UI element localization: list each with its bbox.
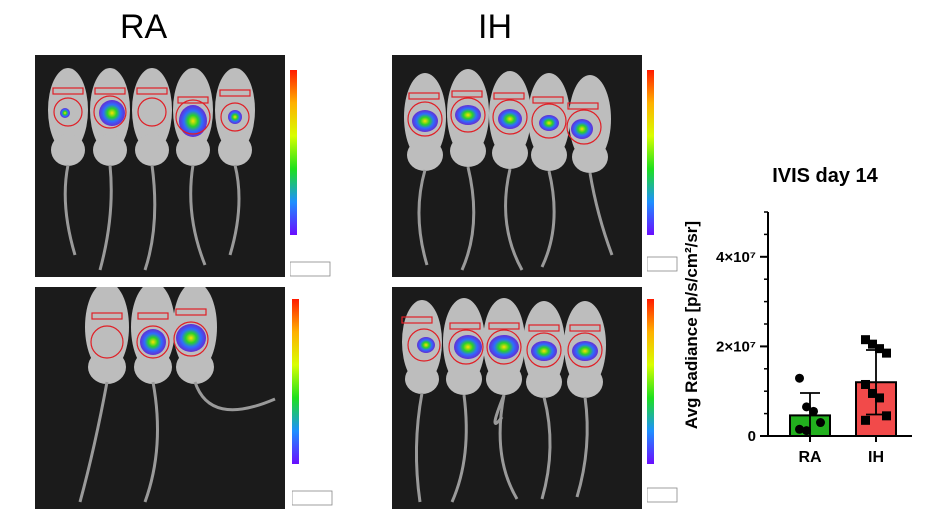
point-ih (882, 411, 891, 421)
point-ih (861, 415, 870, 425)
y-tick-label: 4×10⁷ (716, 249, 756, 266)
bar-chart: 0 2×10⁷ 4×10⁷ RA IH (716, 211, 912, 466)
ih-top-image (392, 55, 642, 277)
point-ra (802, 402, 811, 412)
point-ih (875, 344, 884, 354)
ih-top-color-scale (647, 70, 678, 272)
ra-bottom-image (35, 287, 285, 509)
point-ih (861, 335, 870, 345)
ra-top-image (35, 55, 285, 277)
y-tick-label: 0 (748, 428, 756, 445)
ih-bottom-image (392, 287, 642, 509)
point-ra (795, 373, 804, 383)
ra-bottom-mice-image (78, 287, 276, 503)
point-ra (795, 424, 804, 434)
ih-group-label: IH (478, 8, 512, 46)
ra-bottom-color-scale (292, 299, 333, 506)
point-ih (861, 379, 870, 389)
point-ih (868, 388, 877, 398)
ih-bottom-color-scale (647, 299, 678, 503)
x-tick-label-ih: IH (868, 449, 884, 466)
point-ra (809, 406, 818, 416)
ih-top-mice-image (404, 69, 614, 271)
chart-title: IVIS day 14 (772, 165, 878, 187)
x-tick-label-ra: RA (798, 449, 822, 466)
ra-top-mice-image (48, 68, 255, 271)
y-tick-label: 2×10⁷ (716, 338, 756, 355)
point-ih (882, 348, 891, 358)
point-ih (875, 393, 884, 403)
point-ra (802, 426, 811, 436)
ih-bottom-mice-image (401, 298, 606, 503)
point-ra (816, 418, 825, 428)
ra-group-label: RA (120, 8, 168, 46)
ra-top-color-scale (290, 70, 331, 277)
point-ih (868, 339, 877, 349)
